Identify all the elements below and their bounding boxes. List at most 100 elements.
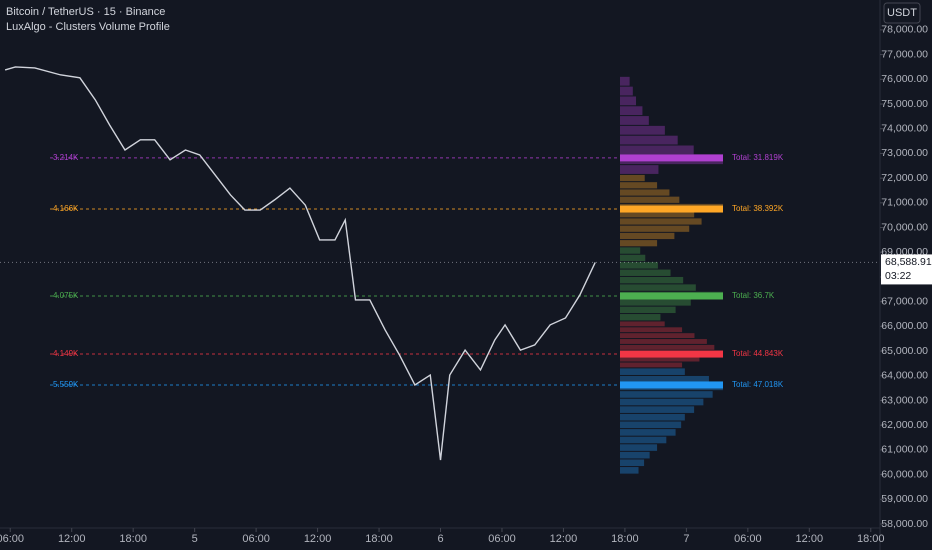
profile-row bbox=[620, 165, 659, 174]
y-tick-label: 78,000.00 bbox=[881, 24, 928, 36]
profile-row bbox=[620, 182, 658, 189]
profile-row bbox=[620, 276, 684, 284]
profile-row bbox=[620, 451, 650, 459]
profile-row bbox=[620, 375, 709, 383]
profile-row bbox=[620, 362, 683, 368]
profile-row bbox=[620, 444, 658, 451]
x-tick-label: 12:00 bbox=[304, 533, 332, 545]
profile-row bbox=[620, 421, 682, 429]
x-tick-label: 06:00 bbox=[488, 533, 516, 545]
poc-bar bbox=[620, 292, 723, 300]
y-tick-label: 70,000.00 bbox=[881, 221, 928, 233]
current-price: 68,588.91 bbox=[885, 256, 932, 268]
profile-row bbox=[620, 262, 658, 269]
x-tick-label: 18:00 bbox=[119, 533, 147, 545]
x-tick-label: 12:00 bbox=[550, 533, 578, 545]
profile-row bbox=[620, 86, 633, 96]
profile-row bbox=[620, 247, 641, 254]
poc-bar bbox=[620, 350, 723, 358]
y-tick-label: 62,000.00 bbox=[881, 419, 928, 431]
y-tick-label: 77,000.00 bbox=[881, 48, 928, 60]
profile-row bbox=[620, 321, 665, 327]
profile-row bbox=[620, 106, 643, 116]
profile-row bbox=[620, 232, 675, 240]
profile-row bbox=[620, 314, 661, 321]
profile-row bbox=[620, 406, 695, 413]
y-tick-label: 61,000.00 bbox=[881, 444, 928, 456]
y-tick-label: 66,000.00 bbox=[881, 320, 928, 332]
price-line bbox=[4, 66, 596, 461]
profile-row bbox=[620, 344, 715, 350]
cluster-total-label: Total: 36.7K bbox=[732, 291, 775, 300]
x-tick-label: 06:00 bbox=[0, 533, 24, 545]
profile-row bbox=[620, 116, 649, 125]
profile-row bbox=[620, 299, 691, 306]
chart-title: Bitcoin / TetherUS · 15 · Binance bbox=[6, 6, 165, 18]
y-tick-label: 64,000.00 bbox=[881, 370, 928, 382]
x-tick-label: 5 bbox=[192, 533, 198, 545]
poc-volume-label: 5.559K bbox=[53, 380, 79, 389]
profile-row bbox=[620, 125, 665, 135]
y-tick-label: 73,000.00 bbox=[881, 147, 928, 159]
y-tick-label: 74,000.00 bbox=[881, 123, 928, 135]
profile-row bbox=[620, 333, 695, 339]
profile-row bbox=[620, 254, 646, 262]
profile-row bbox=[620, 467, 639, 474]
x-tick-label: 7 bbox=[683, 533, 689, 545]
profile-row bbox=[620, 211, 695, 218]
profile-row bbox=[620, 436, 667, 444]
y-tick-label: 60,000.00 bbox=[881, 468, 928, 480]
profile-row bbox=[620, 339, 707, 344]
poc-bar bbox=[620, 154, 723, 162]
profile-row bbox=[620, 76, 630, 86]
profile-row bbox=[620, 174, 645, 182]
x-tick-label: 12:00 bbox=[58, 533, 86, 545]
x-tick-label: 06:00 bbox=[734, 533, 762, 545]
countdown: 03:22 bbox=[885, 270, 911, 282]
poc-volume-label: 4.075K bbox=[53, 291, 79, 300]
profile-row bbox=[620, 269, 671, 276]
profile-row bbox=[620, 225, 690, 232]
profile-row bbox=[620, 135, 678, 145]
y-tick-label: 71,000.00 bbox=[881, 197, 928, 209]
x-tick-label: 18:00 bbox=[365, 533, 393, 545]
indicator-name: LuxAlgo - Clusters Volume Profile bbox=[6, 21, 170, 33]
profile-row bbox=[620, 429, 676, 436]
y-tick-label: 76,000.00 bbox=[881, 73, 928, 85]
x-tick-label: 06:00 bbox=[242, 533, 270, 545]
cluster-total-label: Total: 44.843K bbox=[732, 349, 784, 358]
y-tick-label: 67,000.00 bbox=[881, 295, 928, 307]
profile-row bbox=[620, 368, 685, 375]
poc-volume-label: 3.214K bbox=[53, 153, 79, 162]
poc-volume-label: 4.166K bbox=[53, 204, 79, 213]
profile-row bbox=[620, 391, 713, 398]
current-price-box bbox=[881, 254, 932, 285]
poc-volume-label: 4.149K bbox=[53, 349, 79, 358]
y-tick-label: 72,000.00 bbox=[881, 172, 928, 184]
profile-row bbox=[620, 284, 696, 291]
x-tick-label: 18:00 bbox=[857, 533, 885, 545]
y-tick-label: 59,000.00 bbox=[881, 493, 928, 505]
y-tick-label: 75,000.00 bbox=[881, 98, 928, 110]
poc-bar bbox=[620, 381, 723, 389]
profile-row bbox=[620, 459, 645, 467]
currency[interactable]: USDT bbox=[887, 7, 917, 19]
profile-row bbox=[620, 327, 683, 333]
profile-row bbox=[620, 96, 637, 106]
profile-row bbox=[620, 413, 685, 421]
y-tick-label: 63,000.00 bbox=[881, 394, 928, 406]
profile-row bbox=[620, 240, 658, 247]
poc-bar bbox=[620, 205, 723, 213]
cluster-total-label: Total: 38.392K bbox=[732, 204, 784, 213]
profile-row bbox=[620, 196, 680, 203]
profile-row bbox=[620, 398, 704, 406]
x-tick-label: 18:00 bbox=[611, 533, 639, 545]
y-tick-label: 65,000.00 bbox=[881, 345, 928, 357]
x-tick-label: 6 bbox=[437, 533, 443, 545]
cluster-total-label: Total: 47.018K bbox=[732, 380, 784, 389]
currency-button[interactable] bbox=[883, 2, 921, 24]
profile-row bbox=[620, 306, 676, 314]
y-tick-label: 58,000.00 bbox=[881, 518, 928, 530]
